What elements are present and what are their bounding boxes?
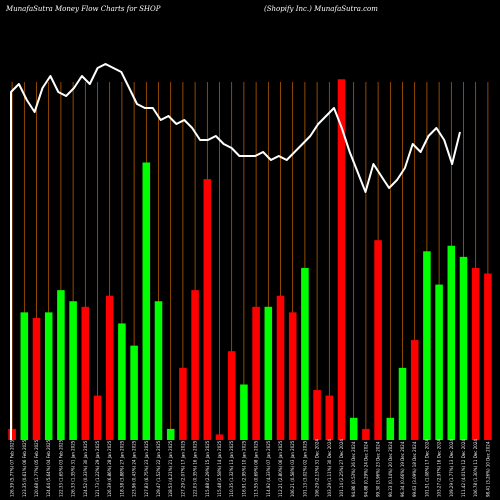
money-flow-bar	[179, 367, 187, 440]
money-flow-bar	[81, 306, 90, 440]
x-axis-labels: 126.39 (5.77%) 07 Feb 2025 123.35 (0.61%)…	[10, 439, 491, 497]
x-axis-label: 106.78 (1.30%) 11 Dec 2024	[473, 439, 478, 497]
price-line-layer	[10, 63, 461, 440]
x-axis-label: 103.27 (2.97%) 16 Dec 2024	[437, 439, 442, 497]
money-flow-bar	[459, 256, 468, 440]
x-axis-label: 123.35 (0.61%) 06 Feb 2025	[22, 439, 27, 497]
money-flow-bar	[8, 428, 16, 440]
money-flow-bar	[191, 290, 199, 440]
x-axis-label: 123.96 (0.43%) 24 Jan 2025	[132, 440, 137, 497]
x-axis-label: 122.03 (0.35%) 16 Jan 2025	[193, 440, 198, 497]
x-axis-label: 96.34 (0.66%) 19 Dec 2024	[400, 441, 405, 497]
x-axis-label: 127.83 (6.75%) 23 Jan 2025	[144, 440, 149, 497]
money-flow-bar	[374, 240, 382, 440]
x-axis-label: 94.86 (0.53%) 26 Dec 2024	[351, 441, 356, 497]
x-axis-label: 101.13 (3.02%) 02 Jan 2025	[302, 440, 307, 497]
money-flow-bar	[410, 340, 419, 440]
money-flow-bar	[130, 345, 138, 440]
price-line	[10, 63, 461, 440]
money-flow-bar	[398, 367, 407, 440]
money-flow-bar	[20, 312, 29, 440]
x-axis-label: 115.88 (2.29%) 15 Jan 2025	[205, 440, 210, 497]
x-axis-label: 124.64 (5.64%) 04 Feb 2025	[46, 439, 51, 497]
money-flow-bar	[227, 351, 236, 440]
money-flow-bars	[8, 79, 492, 440]
x-axis-label: 114.92 (4.33%) 07 Jan 2025	[266, 440, 271, 497]
x-axis-label: 129.47 (1.52%) 22 Jan 2025	[156, 440, 161, 497]
x-axis-label: 127.29 (2.07%) 17 Jan 2025	[180, 440, 185, 497]
money-flow-bar	[69, 301, 77, 440]
money-flow-bar	[142, 162, 151, 440]
x-axis-label: 126.39 (5.77%) 07 Feb 2025	[10, 439, 15, 497]
money-flow-bar	[154, 301, 163, 440]
x-axis-label: 124.52 (0.33%) 30 Jan 2025	[83, 440, 88, 497]
x-axis-label: 118.38 (3.88%) 27 Jan 2025	[119, 440, 124, 497]
x-axis-label: 126.39 (6.86%) 28 Jan 2025	[107, 440, 112, 497]
money-flow-bar	[471, 267, 480, 440]
money-flow-bar	[118, 323, 126, 440]
x-axis-label: 103.29 (1.11%) 30 Dec 2024	[327, 439, 332, 497]
x-axis-label: 116.91 (2.95%) 10 Jan 2025	[241, 440, 246, 497]
money-flow-bar	[203, 179, 212, 440]
x-axis-label: 110.35 (1.32%) 13 Jan 2025	[229, 440, 234, 497]
x-axis-label: 106.29 (2.13%) 31 Dec 2024	[315, 439, 320, 497]
money-flow-bar	[423, 251, 431, 440]
money-flow-bar	[215, 434, 224, 440]
money-flow-bar	[435, 284, 443, 440]
money-flow-bar	[166, 428, 175, 440]
money-flow-bar	[484, 273, 492, 440]
money-flow-bar	[105, 295, 114, 440]
x-axis-label: 101.14 (2.25%) 27 Dec 2024	[339, 439, 344, 497]
x-axis-label: 112.21 (2.80%) 06 Jan 2025	[278, 440, 283, 497]
money-flow-bar	[349, 417, 358, 440]
money-flow-bar	[57, 290, 65, 440]
x-axis-label: 111.42 (4.01%) 12 Dec 2024	[461, 439, 466, 497]
x-axis-label: 120.68 (1.77%) 05 Feb 2025	[34, 439, 39, 497]
x-axis-label: 122.33 (1.65%) 03 Feb 2025	[58, 439, 63, 497]
money-flow-bar	[301, 267, 309, 440]
money-flow-bar	[32, 317, 41, 440]
x-axis-label: 109.29 (1.77%) 13 Dec 2024	[449, 439, 454, 497]
money-flow-bar	[386, 417, 395, 440]
money-flow-bar	[252, 306, 260, 440]
x-axis-label: 106.21 (0.58%) 03 Jan 2025	[290, 440, 295, 497]
x-axis-label: 90.23 (0.14%) 20 Dec 2024	[388, 441, 393, 497]
money-flow-bar	[240, 384, 248, 440]
money-flow-bar	[44, 312, 53, 440]
x-axis-label: 99.63 (3.09%) 18 Dec 2024	[412, 441, 417, 497]
x-axis-label: 115.48 (2.58%) 14 Jan 2025	[217, 440, 222, 497]
x-axis-label: 98.41 (3.26%) 10 Dec 2024	[485, 441, 490, 497]
chart-title-left: MunafaSutra Money Flow Charts for SHOP	[5, 5, 161, 13]
money-flow-bar	[93, 395, 102, 440]
money-flow-bar	[264, 306, 273, 440]
money-flow-bar	[337, 79, 346, 440]
money-flow-bar	[362, 428, 370, 440]
money-flow-bar	[288, 312, 297, 440]
x-axis-label: 121.73 (1.22%) 29 Jan 2025	[95, 440, 100, 497]
money-flow-bar	[276, 295, 285, 440]
x-axis-label: 126.33 (1.35%) 31 Jan 2025	[71, 440, 76, 497]
chart-title-right: (Shopify Inc.) MunafaSutra.com	[264, 5, 378, 13]
money-flow-bar	[313, 390, 321, 440]
money-flow-bar	[447, 245, 456, 440]
x-axis-label: 113.55 (0.69%) 08 Jan 2025	[254, 440, 259, 497]
money-flow-bar	[325, 395, 334, 440]
x-axis-label: 101.51 (1.08%) 17 Dec 2024	[424, 439, 429, 497]
x-axis-label: 99.30 (3.96%) 23 Dec 2024	[376, 441, 381, 497]
x-axis-label: 128.53 (4.21%) 21 Jan 2025	[168, 440, 173, 497]
x-axis-label: 94.88 (0.29%) 24 Dec 2024	[363, 441, 368, 497]
